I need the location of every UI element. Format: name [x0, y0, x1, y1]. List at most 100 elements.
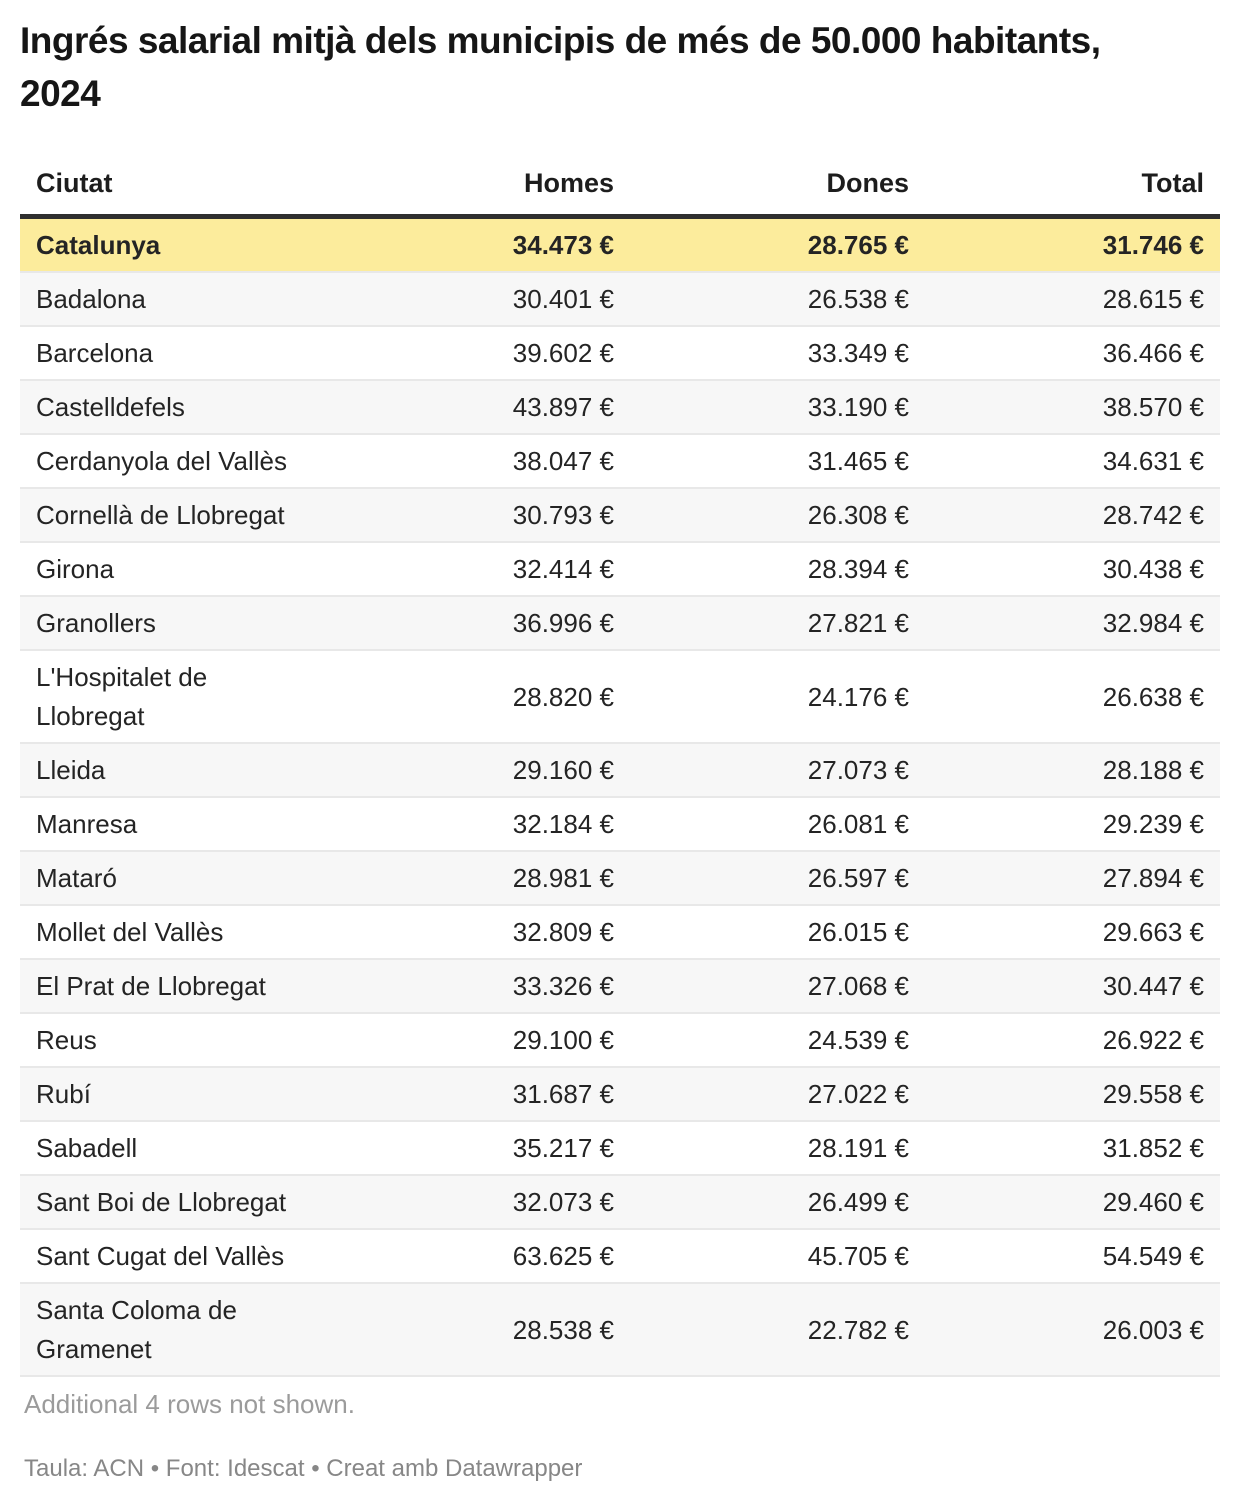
value-cell: 33.326 € — [335, 959, 630, 1014]
table-row: El Prat de Llobregat 33.326 €27.068 €30.4… — [20, 959, 1220, 1014]
value-cell: 39.602 € — [335, 326, 630, 381]
city-cell: Santa Coloma de Gramenet — [20, 1283, 335, 1377]
city-cell: Lleida — [20, 743, 335, 798]
value-cell: 54.549 € — [925, 1229, 1220, 1284]
value-cell: 24.539 € — [630, 1013, 925, 1068]
credit-line: Taula: ACN • Font: Idescat • Creat amb D… — [24, 1455, 583, 1482]
value-cell: 29.100 € — [335, 1013, 630, 1068]
value-cell: 27.073 € — [630, 743, 925, 798]
value-cell: 43.897 € — [335, 380, 630, 435]
table-row: Girona 32.414 €28.394 €30.438 € — [20, 542, 1220, 597]
table-row: Reus 29.100 €24.539 €26.922 € — [20, 1013, 1220, 1068]
value-cell: 29.239 € — [925, 797, 1220, 852]
table-body: Catalunya 34.473 €28.765 €31.746 € Badalon… — [20, 216, 1220, 1377]
table-row: Lleida 29.160 €27.073 €28.188 € — [20, 743, 1220, 798]
additional-rows-note: Additional 4 rows not shown. — [24, 1389, 355, 1419]
city-cell: Mataró — [20, 851, 335, 906]
value-cell: 32.184 € — [335, 797, 630, 852]
city-cell: Manresa — [20, 797, 335, 852]
table-row: L'Hospitalet de Llobregat 28.820 €24.176 … — [20, 650, 1220, 744]
city-cell: Rubí — [20, 1067, 335, 1122]
value-cell: 26.499 € — [630, 1175, 925, 1230]
city-cell: Cerdanyola del Vallès — [20, 434, 335, 489]
column-header-dones: Dones — [630, 152, 925, 219]
city-cell: Granollers — [20, 596, 335, 651]
value-cell: 28.765 € — [630, 216, 925, 273]
value-cell: 27.821 € — [630, 596, 925, 651]
value-cell: 28.820 € — [335, 650, 630, 744]
value-cell: 29.460 € — [925, 1175, 1220, 1230]
value-cell: 38.570 € — [925, 380, 1220, 435]
value-cell: 28.191 € — [630, 1121, 925, 1176]
table-row: Badalona 30.401 €26.538 €28.615 € — [20, 272, 1220, 327]
value-cell: 28.742 € — [925, 488, 1220, 543]
table-row: Mollet del Vallès 32.809 €26.015 €29.663 … — [20, 905, 1220, 960]
value-cell: 28.615 € — [925, 272, 1220, 327]
value-cell: 30.438 € — [925, 542, 1220, 597]
table-row: Manresa 32.184 €26.081 €29.239 € — [20, 797, 1220, 852]
value-cell: 24.176 € — [630, 650, 925, 744]
column-header-total: Total — [925, 152, 1220, 219]
city-cell: Sant Cugat del Vallès — [20, 1229, 335, 1284]
value-cell: 26.597 € — [630, 851, 925, 906]
value-cell: 32.073 € — [335, 1175, 630, 1230]
table-row-highlight: Catalunya 34.473 €28.765 €31.746 € — [20, 216, 1220, 273]
city-cell: Mollet del Vallès — [20, 905, 335, 960]
value-cell: 34.631 € — [925, 434, 1220, 489]
column-header-homes: Homes — [335, 152, 630, 219]
value-cell: 27.022 € — [630, 1067, 925, 1122]
value-cell: 31.852 € — [925, 1121, 1220, 1176]
value-cell: 22.782 € — [630, 1283, 925, 1377]
value-cell: 38.047 € — [335, 434, 630, 489]
table-row: Sant Boi de Llobregat 32.073 €26.499 €29.… — [20, 1175, 1220, 1230]
table-row: Santa Coloma de Gramenet 28.538 €22.782 €… — [20, 1283, 1220, 1377]
value-cell: 26.081 € — [630, 797, 925, 852]
table-row: Mataró 28.981 €26.597 €27.894 € — [20, 851, 1220, 906]
value-cell: 32.984 € — [925, 596, 1220, 651]
value-cell: 31.746 € — [925, 216, 1220, 273]
table-row: Cerdanyola del Vallès 38.047 €31.465 €34.… — [20, 434, 1220, 489]
city-cell: L'Hospitalet de Llobregat — [20, 650, 335, 744]
chart-title: Ingrés salarial mitjà dels municipis de … — [20, 20, 1101, 114]
value-cell: 29.160 € — [335, 743, 630, 798]
value-cell: 27.894 € — [925, 851, 1220, 906]
value-cell: 35.217 € — [335, 1121, 630, 1176]
city-cell: Reus — [20, 1013, 335, 1068]
value-cell: 26.638 € — [925, 650, 1220, 744]
value-cell: 28.394 € — [630, 542, 925, 597]
value-cell: 26.015 € — [630, 905, 925, 960]
value-cell: 30.793 € — [335, 488, 630, 543]
salary-table: Ciutat Homes Dones Total Catalunya 34.473… — [20, 152, 1220, 1377]
table-row: Cornellà de Llobregat 30.793 €26.308 €28.… — [20, 488, 1220, 543]
value-cell: 63.625 € — [335, 1229, 630, 1284]
value-cell: 27.068 € — [630, 959, 925, 1014]
value-cell: 26.922 € — [925, 1013, 1220, 1068]
value-cell: 32.809 € — [335, 905, 630, 960]
table-row: Rubí 31.687 €27.022 €29.558 € — [20, 1067, 1220, 1122]
table-row: Granollers 36.996 €27.821 €32.984 € — [20, 596, 1220, 651]
city-cell: El Prat de Llobregat — [20, 959, 335, 1014]
value-cell: 33.349 € — [630, 326, 925, 381]
city-cell: Badalona — [20, 272, 335, 327]
value-cell: 26.538 € — [630, 272, 925, 327]
city-cell: Cornellà de Llobregat — [20, 488, 335, 543]
value-cell: 30.447 € — [925, 959, 1220, 1014]
value-cell: 30.401 € — [335, 272, 630, 327]
city-cell: Barcelona — [20, 326, 335, 381]
table-row: Sabadell 35.217 €28.191 €31.852 € — [20, 1121, 1220, 1176]
table-row: Barcelona 39.602 €33.349 €36.466 € — [20, 326, 1220, 381]
value-cell: 33.190 € — [630, 380, 925, 435]
value-cell: 28.538 € — [335, 1283, 630, 1377]
value-cell: 34.473 € — [335, 216, 630, 273]
city-cell: Sant Boi de Llobregat — [20, 1175, 335, 1230]
value-cell: 36.996 € — [335, 596, 630, 651]
value-cell: 28.188 € — [925, 743, 1220, 798]
city-cell: Castelldefels — [20, 380, 335, 435]
value-cell: 26.003 € — [925, 1283, 1220, 1377]
value-cell: 36.466 € — [925, 326, 1220, 381]
table-row: Sant Cugat del Vallès 63.625 €45.705 €54.… — [20, 1229, 1220, 1284]
value-cell: 26.308 € — [630, 488, 925, 543]
table-row: Castelldefels 43.897 €33.190 €38.570 € — [20, 380, 1220, 435]
value-cell: 31.687 € — [335, 1067, 630, 1122]
